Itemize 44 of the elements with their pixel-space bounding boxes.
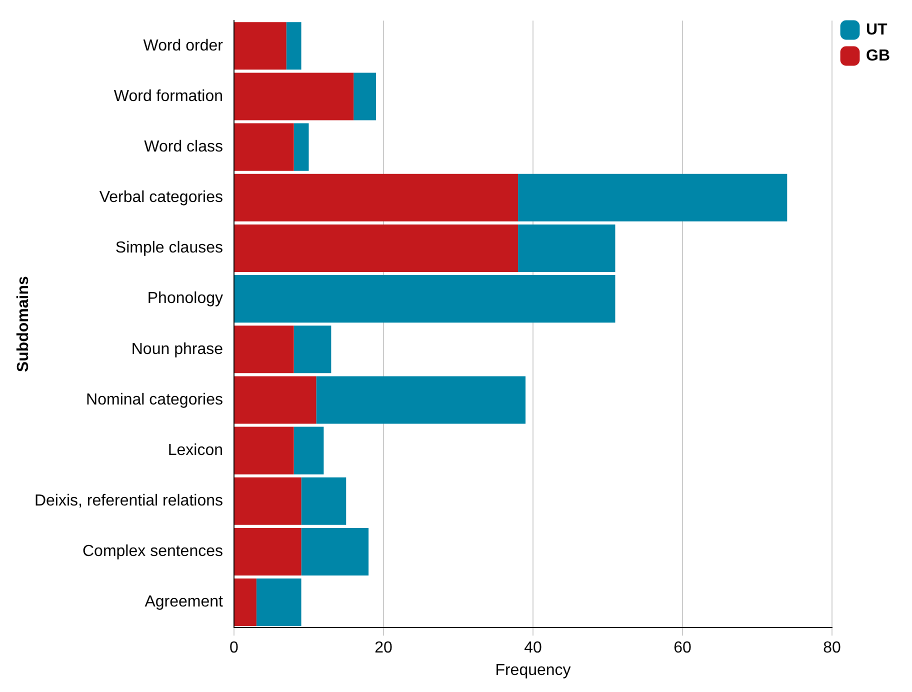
y-tick-label: Word formation [114, 88, 223, 105]
bar [234, 426, 294, 474]
legend-label: GB [866, 47, 890, 64]
bar [234, 477, 302, 525]
bar [234, 326, 294, 374]
bar [294, 426, 324, 474]
bar [234, 275, 616, 323]
y-tick-label: Nominal categories [86, 391, 223, 408]
y-tick-label: Simple clauses [115, 240, 223, 257]
bar [256, 578, 302, 626]
y-axis-title: Subdomains [15, 276, 32, 372]
x-tick-label: 40 [524, 640, 542, 657]
x-tick-label: 80 [823, 640, 841, 657]
y-tick-label: Word order [143, 37, 224, 54]
bar [234, 528, 302, 576]
x-axis-title: Frequency [495, 662, 571, 679]
bar [294, 326, 332, 374]
bar [518, 224, 616, 272]
bar [234, 224, 518, 272]
bar [316, 376, 526, 424]
y-tick-label: Noun phrase [131, 340, 224, 358]
y-tick-label: Lexicon [168, 442, 223, 459]
x-tick-label: 20 [374, 640, 392, 657]
y-tick-label: Agreement [144, 594, 224, 611]
bar [234, 376, 316, 424]
bar [301, 477, 346, 525]
bar [234, 72, 354, 120]
y-tick-label: Phonology [147, 290, 223, 308]
bar [234, 22, 286, 70]
bar [354, 72, 376, 120]
y-tick-label: Deixis, referential relations [34, 492, 223, 510]
legend-label: UT [866, 21, 888, 38]
y-tick-label: Complex sentences [82, 543, 223, 560]
x-tick-label: 60 [674, 640, 692, 657]
bar [294, 123, 309, 171]
bar [518, 174, 788, 222]
x-tick-label: 0 [230, 640, 239, 657]
bar [286, 22, 302, 70]
y-tick-label: Word class [144, 138, 223, 156]
y-tick-label: Verbal categories [99, 189, 223, 206]
bar [234, 174, 518, 222]
bar [234, 578, 256, 626]
bar [301, 528, 369, 576]
bar [234, 123, 294, 171]
